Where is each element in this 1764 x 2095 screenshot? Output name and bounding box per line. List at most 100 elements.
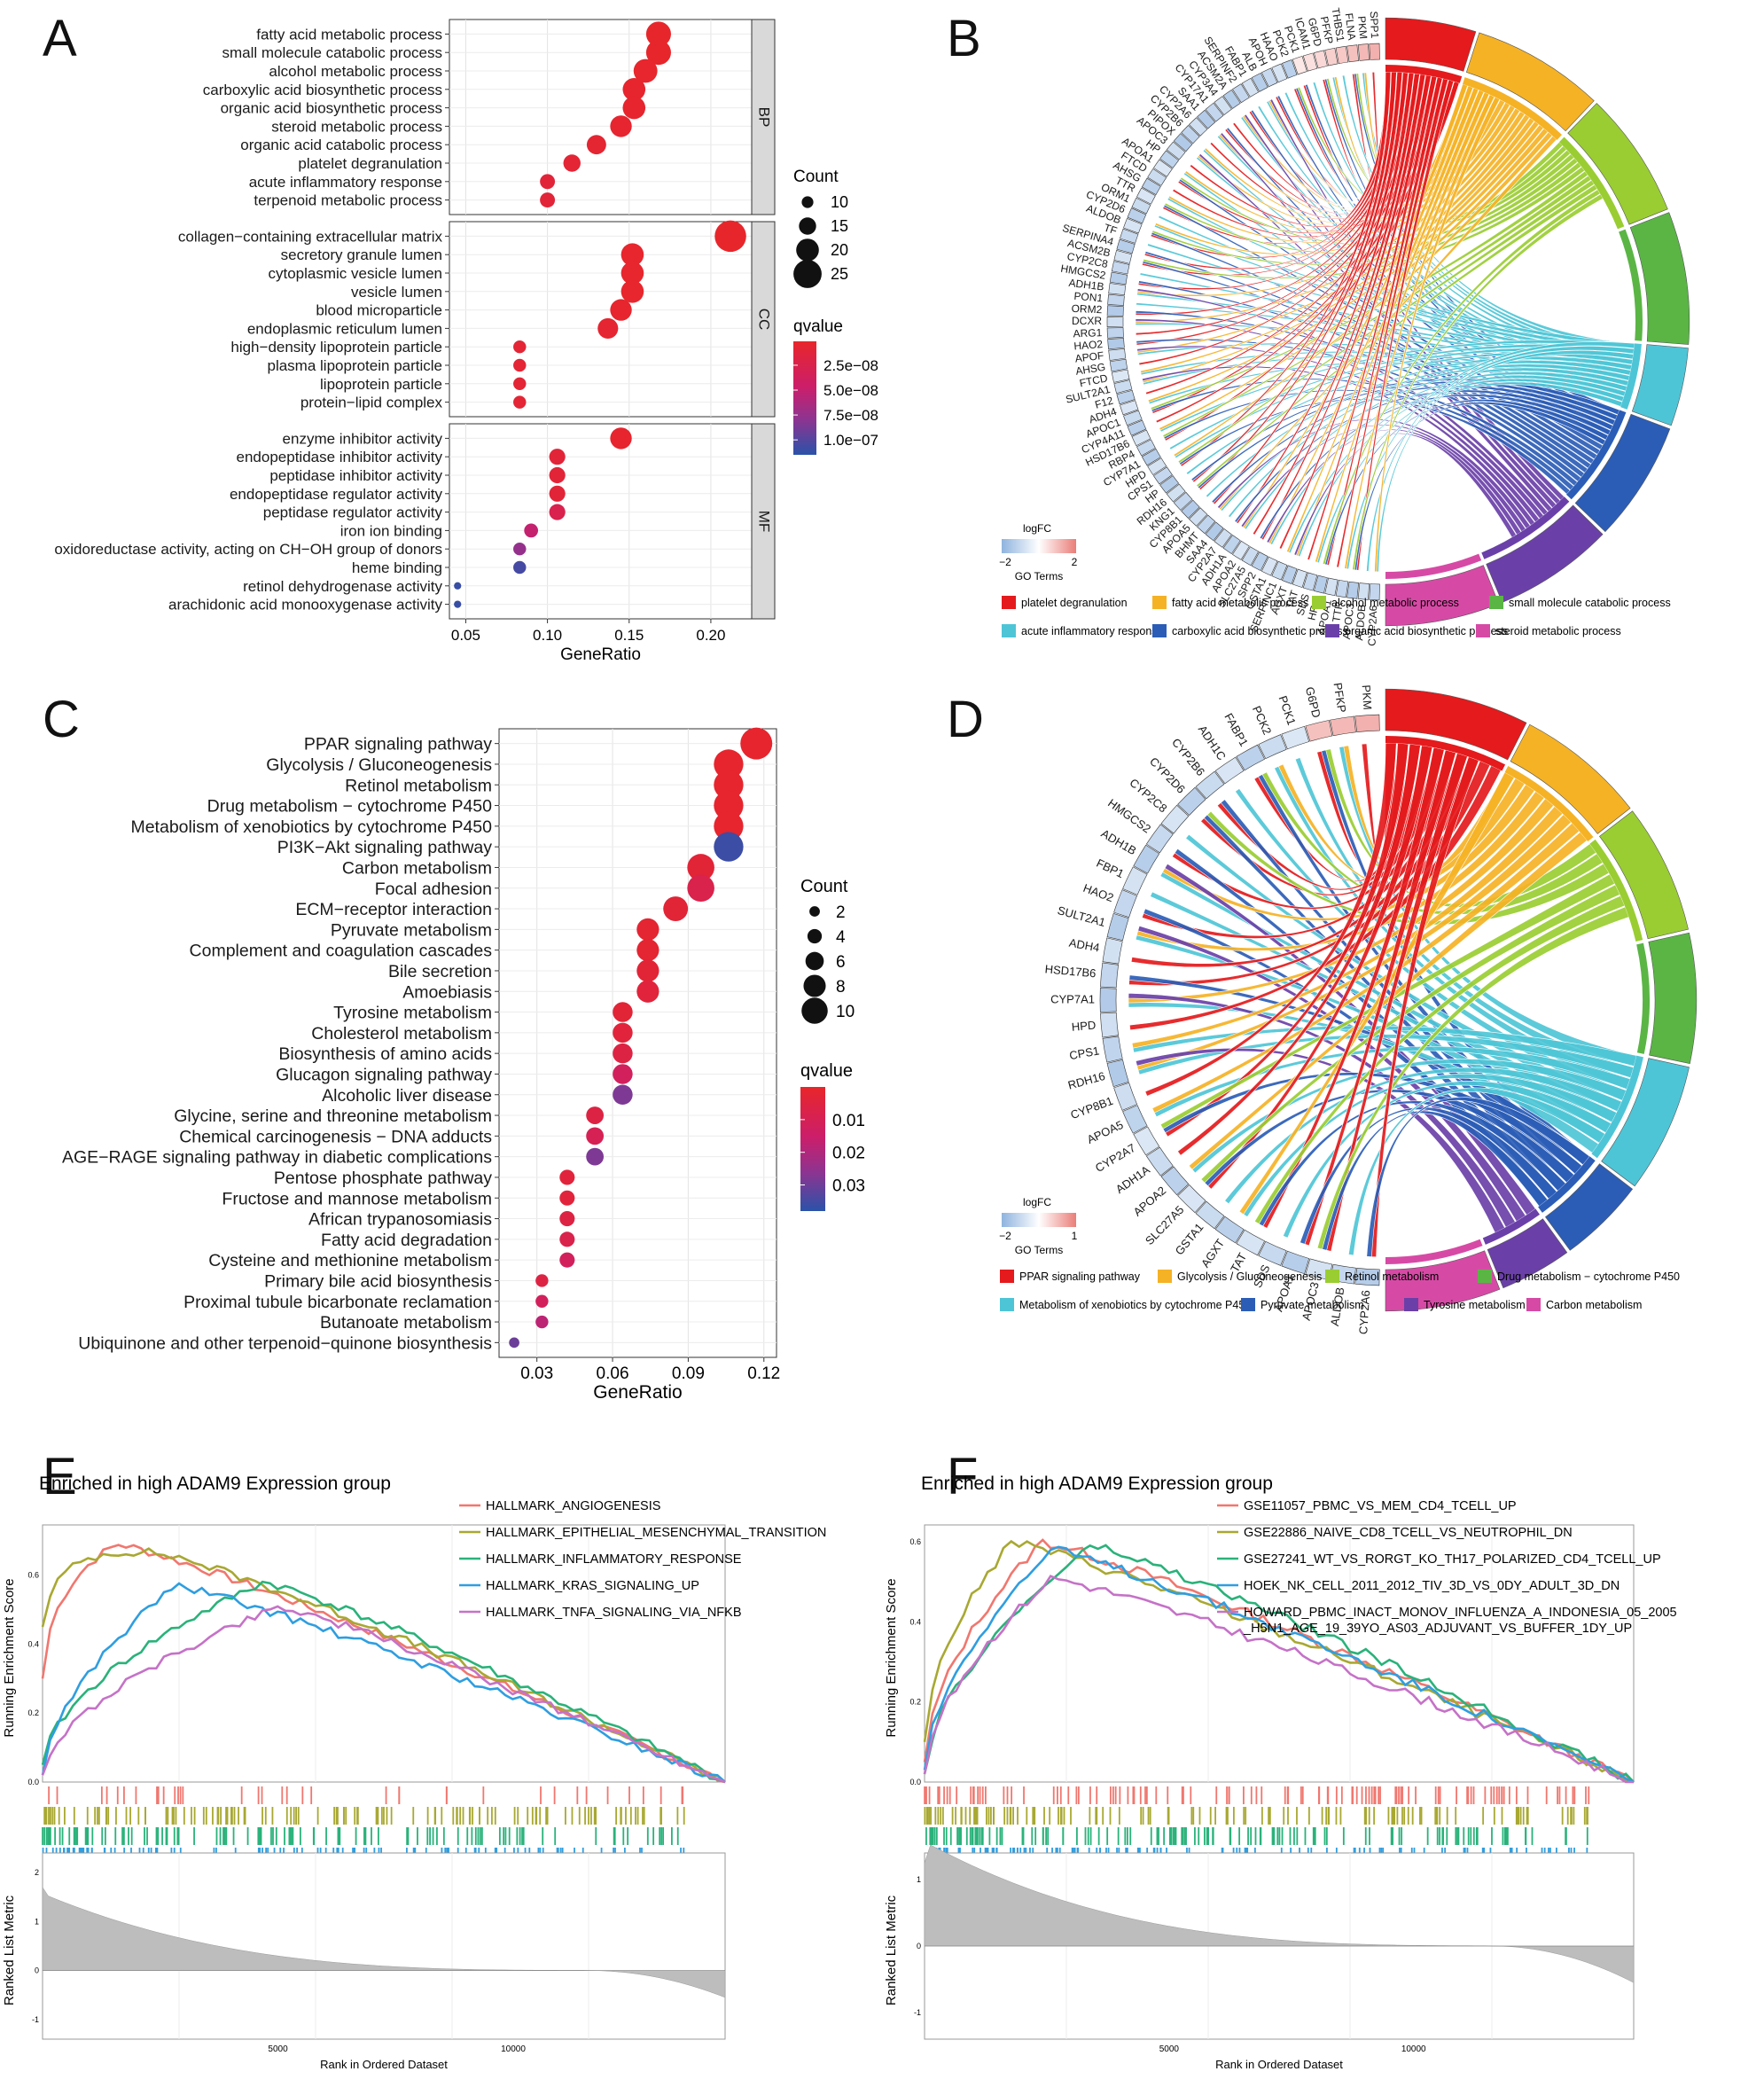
gene-segment (1166, 483, 1186, 503)
gene-segment (1214, 756, 1245, 785)
term-label: Glucagon signaling pathway (276, 1065, 492, 1084)
panel-label-b: B (947, 10, 981, 67)
metric-tick-label: 0 (35, 1966, 39, 1975)
legend-q-label: 0.02 (832, 1145, 865, 1163)
dot (586, 1127, 605, 1145)
gene-segment (1111, 369, 1130, 383)
gene-segment (1222, 535, 1241, 555)
legend-term-label: alcohol metabolic process (1331, 597, 1459, 609)
gene-segment (1189, 117, 1208, 137)
gene-segment (1261, 556, 1278, 576)
gene-inner-gap (1143, 225, 1152, 238)
term-label: organic acid catabolic process (240, 137, 442, 153)
term-label: small molecule catabolic process (222, 44, 443, 61)
dot (714, 770, 744, 800)
gene-segment (1335, 45, 1349, 65)
dot-cc (621, 262, 644, 285)
legend-label: _H5N1_AGE_19_39YO_AS03_ADJUVANT_VS_BUFFE… (1243, 1622, 1632, 1636)
gene-segment (1281, 565, 1298, 584)
gene-segment (1222, 89, 1241, 109)
term-label: terpenoid metabolic process (254, 192, 442, 209)
legend-count-dot (801, 997, 828, 1024)
gene-inner-gap (1280, 82, 1292, 93)
dot (613, 1002, 633, 1022)
gene-label: PFKP (1318, 15, 1336, 45)
dot-cc (513, 340, 527, 354)
gene-segment (1122, 866, 1148, 895)
gene-inner-gap (1339, 569, 1351, 577)
chart-a-go-dotplot: fatty acid metabolic process small molecu… (0, 0, 878, 664)
dot-mf (513, 560, 527, 575)
facet-strip (751, 19, 776, 215)
axis-label-x: Rank in Ordered Dataset (320, 2058, 448, 2071)
legend-term-label: acute inflammatory response (1021, 625, 1164, 637)
gene-inner-gap (1246, 1220, 1270, 1237)
gene-segment (1100, 1012, 1119, 1038)
gene-segment (1145, 1146, 1174, 1176)
metric-tick-label: 1 (35, 1917, 39, 1926)
legend-term-label: small molecule catabolic process (1509, 597, 1671, 609)
chord-ribbon (1307, 75, 1438, 561)
dot (714, 790, 744, 821)
term-label: lipoprotein particle (320, 376, 442, 393)
legend-count-dot (793, 260, 822, 288)
term-label: Glycolysis / Gluconeogenesis (266, 755, 492, 775)
chord-ribbon (1129, 765, 1502, 1031)
term-label: plasma lipoprotein particle (268, 357, 443, 374)
chord-ribbon (1252, 73, 1420, 535)
gene-inner-gap (1209, 788, 1231, 808)
dot-bp (645, 21, 671, 47)
gene-segment (1106, 316, 1124, 328)
legend-term-label: organic acid biosynthetic process (1345, 625, 1508, 637)
gene-segment (1241, 546, 1260, 567)
dot-cc (513, 377, 527, 391)
chord-ribbon (1278, 74, 1432, 550)
dot (636, 959, 660, 982)
ranked-metric-area (924, 1844, 1635, 1983)
es-curve (41, 1582, 726, 1783)
gene-segment (1181, 499, 1200, 520)
gene-label: F12 (1094, 394, 1115, 410)
term-label: Bile secretion (388, 962, 492, 981)
ranked-metric-area (42, 1886, 726, 1998)
gene-inner-gap (1203, 499, 1215, 512)
gene-segment (1346, 581, 1360, 599)
term-label: heme binding (352, 559, 442, 576)
gene-inner-gap (1136, 387, 1145, 399)
legend-term-label: Retinol metabolism (1345, 1270, 1439, 1283)
gene-segment (1177, 786, 1206, 817)
gene-inner-gap (1142, 876, 1158, 900)
gene-inner-gap (1130, 356, 1138, 369)
term-label: Retinol metabolism (345, 776, 492, 795)
chart-c-kegg-dotplot: PPAR signaling pathway Glycolysis / Gluco… (0, 683, 878, 1410)
term-arc (1486, 504, 1604, 603)
es-tick-label: 0.4 (909, 1617, 921, 1626)
legend-count-label: 20 (831, 241, 848, 259)
gene-inner-gap (1359, 572, 1370, 579)
gene-label: FLNA (1343, 12, 1359, 41)
gene-segment (1120, 400, 1139, 416)
dot-bp (622, 78, 646, 101)
gene-inner-gap (1140, 235, 1149, 247)
es-tick-label: 0.6 (909, 1537, 921, 1546)
es-curve (923, 1575, 1634, 1784)
legend-term-label: Drug metabolism − cytochrome P450 (1497, 1270, 1680, 1283)
gene-label: CYP2A7 (1093, 1141, 1138, 1175)
gene-segment (1357, 43, 1370, 61)
gene-segment (1369, 43, 1380, 60)
facet-strip-label: CC (756, 309, 773, 331)
term-label: platelet degranulation (298, 155, 442, 172)
legend-count-label: 10 (831, 193, 848, 211)
legend-term-swatch (1526, 1298, 1541, 1311)
es-curve (923, 1545, 1635, 1784)
metric-tick-label: 2 (35, 1868, 39, 1877)
chord-ribbon (1355, 79, 1455, 571)
gene-inner-gap (1261, 91, 1274, 102)
term-label: Amoebiasis (402, 982, 492, 1002)
gene-inner-gap (1227, 1208, 1250, 1225)
gene-label: CYP2A6 (1356, 1290, 1372, 1335)
legend-label: GSE27241_WT_VS_RORGT_KO_TH17_POLARIZED_C… (1244, 1552, 1661, 1567)
gene-segment (1107, 293, 1125, 306)
gene-inner-gap (1190, 485, 1201, 496)
legend-term-label: steroid metabolic process (1495, 625, 1621, 637)
